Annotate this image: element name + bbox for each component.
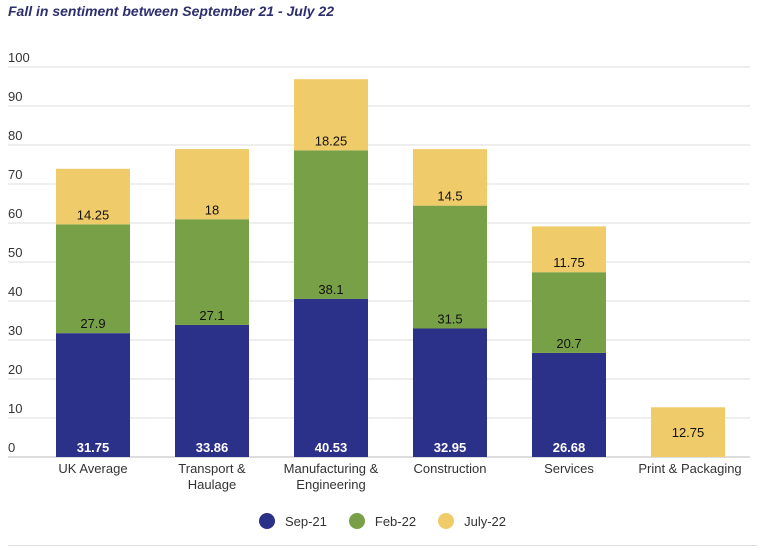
bar-segment: [56, 168, 130, 225]
bar-segment: [532, 272, 606, 353]
legend-swatch-icon: [348, 513, 365, 529]
data-label: 20.7: [556, 336, 581, 351]
data-label: 40.53: [315, 440, 348, 455]
chart-title: Fall in sentiment between September 21 -…: [8, 3, 334, 19]
x-tick-label: Services: [544, 461, 594, 476]
y-tick-label: 100: [8, 50, 30, 65]
y-tick-label: 60: [8, 206, 22, 221]
x-tick-label: Haulage: [188, 477, 236, 492]
bar-segment: [413, 328, 487, 457]
data-label: 31.75: [77, 440, 110, 455]
data-label: 14.5: [437, 189, 462, 204]
legend-item[interactable]: Sep-21: [258, 513, 327, 529]
y-tick-label: 0: [8, 440, 15, 455]
data-label: 38.1: [318, 282, 343, 297]
bar-segment: [56, 333, 130, 457]
legend-swatch-icon: [438, 513, 455, 529]
bar-segment: [175, 219, 249, 325]
data-label: 18: [205, 202, 219, 217]
y-tick-label: 20: [8, 362, 22, 377]
x-tick-label: Construction: [414, 461, 487, 476]
data-label: 26.68: [553, 440, 586, 455]
bar-segment: [532, 352, 606, 457]
data-label: 31.5: [437, 311, 462, 326]
x-tick-label: Transport &: [178, 461, 246, 476]
y-tick-label: 40: [8, 284, 22, 299]
legend-label: Sep-21: [284, 513, 327, 529]
x-tick-label: Engineering: [296, 477, 365, 492]
x-tick-label: UK Average: [58, 461, 127, 476]
bar-segment: [413, 205, 487, 329]
x-tick-label: Manufacturing &: [284, 461, 379, 476]
y-tick-label: 30: [8, 323, 22, 338]
y-tick-label: 90: [8, 89, 22, 104]
y-tick-label: 70: [8, 167, 22, 182]
data-label: 18.25: [315, 133, 348, 148]
bar-segment: [294, 79, 368, 151]
legend-item[interactable]: Feb-22: [348, 513, 417, 529]
data-label: 33.86: [196, 440, 229, 455]
data-label: 14.25: [77, 207, 110, 222]
data-label: 27.9: [80, 316, 105, 331]
data-label: 27.1: [199, 308, 224, 323]
x-tick-label: Print & Packaging: [638, 461, 741, 476]
bar-segment: [294, 298, 368, 457]
data-label: 12.75: [672, 425, 705, 440]
y-tick-label: 80: [8, 128, 22, 143]
divider: [8, 545, 757, 546]
legend-item[interactable]: July-22: [438, 513, 506, 529]
bar-segment: [175, 324, 249, 457]
y-tick-label: 10: [8, 401, 22, 416]
legend-swatch-icon: [258, 513, 275, 529]
legend-label: July-22: [464, 513, 507, 529]
legend-label: Feb-22: [374, 513, 417, 529]
data-label: 11.75: [553, 255, 585, 270]
y-tick-label: 50: [8, 245, 22, 260]
bar-segment: [56, 224, 130, 334]
bar-segment: [175, 149, 249, 220]
bar-segment: [294, 150, 368, 299]
legend: Sep-21 Feb-22 July-22: [0, 513, 765, 529]
bar-segment: [532, 226, 606, 273]
bar-segment: [413, 149, 487, 206]
data-label: 32.95: [434, 440, 467, 455]
bar-segment: [651, 407, 725, 457]
